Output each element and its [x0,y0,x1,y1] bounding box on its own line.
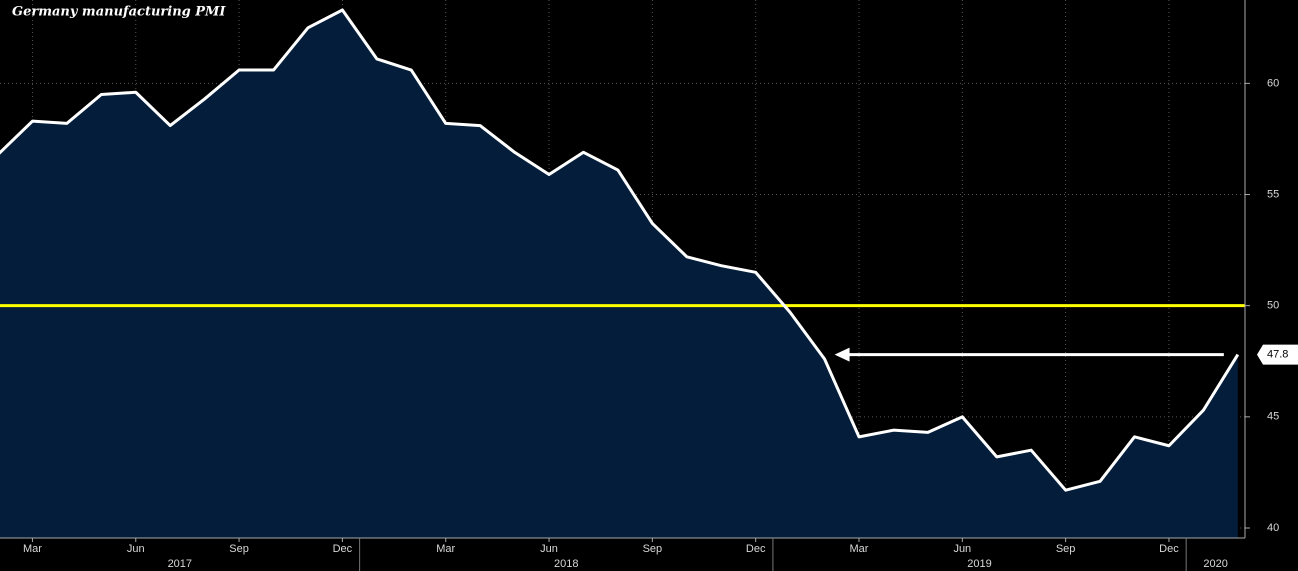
x-tick-label: Sep [1056,543,1076,555]
x-tick-label: Dec [1159,543,1179,555]
x-tick-label: Mar [23,543,42,555]
x-tick-label: Mar [850,543,869,555]
y-tick-label: 50 [1267,300,1279,312]
x-tick-label: Dec [333,543,353,555]
chart-title: Germany manufacturing PMI [12,5,226,20]
y-tick-label: 60 [1267,77,1279,89]
y-tick-label: 45 [1267,411,1279,423]
area [0,10,1238,538]
year-label: 2019 [967,558,991,570]
x-tick-label: Jun [953,543,971,555]
annotation-arrowhead [834,347,850,362]
year-label: 2018 [554,558,578,570]
y-tick-label: 55 [1267,188,1279,200]
y-tick-label: 40 [1267,522,1279,534]
value-tag [1257,344,1298,365]
line [0,8,1240,492]
year-label: 2017 [168,558,192,570]
x-tick-label: Mar [436,543,455,555]
value-label: 47.8 [1267,348,1288,360]
x-tick-label: Jun [127,543,145,555]
x-tick-label: Sep [229,543,249,555]
x-tick-label: Jun [540,543,558,555]
year-label: 2020 [1203,558,1227,570]
x-tick-label: Sep [643,543,663,555]
x-tick-label: Dec [746,543,766,555]
